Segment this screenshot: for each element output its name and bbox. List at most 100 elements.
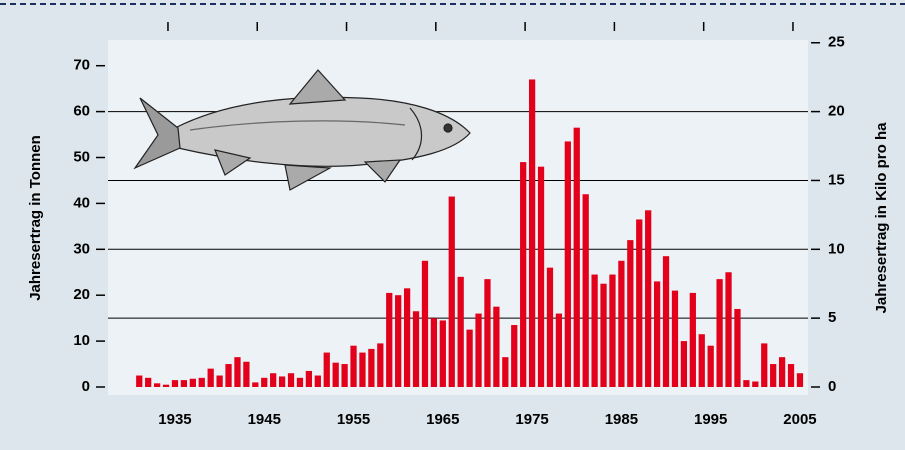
bar: [502, 357, 508, 387]
bar: [699, 334, 705, 387]
bar: [395, 295, 401, 387]
bar: [618, 261, 624, 387]
bar: [779, 357, 785, 387]
chart: Jahresertrag in Tonnen Jahresertrag in K…: [0, 0, 905, 450]
bar: [609, 275, 615, 387]
bar: [449, 197, 455, 387]
bar: [672, 291, 678, 387]
y-tick-label: 40: [73, 194, 90, 211]
bar: [556, 314, 562, 387]
bar: [752, 381, 758, 387]
bar: [297, 378, 303, 387]
y-tick-label: 60: [73, 103, 90, 120]
bar: [681, 341, 687, 387]
bar: [600, 284, 606, 387]
bar: [216, 376, 222, 387]
bar: [270, 373, 276, 387]
bar: [341, 364, 347, 387]
bar: [145, 378, 151, 387]
bar: [627, 240, 633, 387]
bar: [547, 268, 553, 387]
bar: [377, 343, 383, 387]
bar: [181, 380, 187, 387]
y-tick-label: 0: [82, 378, 90, 395]
x-tick-label: 1985: [605, 411, 638, 428]
bar: [725, 272, 731, 387]
bar: [279, 376, 285, 387]
y2-tick-label: 10: [828, 240, 845, 257]
y-tick-label: 10: [73, 332, 90, 349]
bar: [591, 275, 597, 387]
bar: [493, 307, 499, 387]
bar: [350, 346, 356, 387]
y-tick-label: 30: [73, 240, 90, 257]
bar: [538, 167, 544, 387]
bar: [154, 383, 160, 387]
y2-tick-label: 0: [828, 378, 836, 395]
bar: [458, 277, 464, 387]
x-tick-label: 1975: [515, 411, 548, 428]
x-tick-label: 2005: [783, 411, 816, 428]
x-tick-label: 1935: [158, 411, 191, 428]
bar: [404, 288, 410, 387]
bar: [466, 330, 472, 387]
bar: [243, 362, 249, 387]
bar: [422, 261, 428, 387]
x-tick-label: 1945: [248, 411, 281, 428]
bar: [440, 320, 446, 387]
bar: [645, 210, 651, 387]
bar: [359, 353, 365, 387]
y-axis-label: Jahresertrag in Tonnen: [27, 135, 44, 301]
bar: [225, 364, 231, 387]
bar: [252, 382, 258, 387]
bar: [199, 378, 205, 387]
bar: [654, 281, 660, 387]
y-tick-label: 70: [73, 57, 90, 74]
bar: [761, 343, 767, 387]
y-tick-label: 50: [73, 148, 90, 165]
bar: [431, 318, 437, 387]
bar: [315, 376, 321, 387]
bar: [511, 325, 517, 387]
y2-tick-label: 15: [828, 171, 845, 188]
y-tick-label: 20: [73, 286, 90, 303]
y2-axis-label: Jahresertrag in Kilo pro ha: [873, 122, 890, 314]
y2-tick-label: 20: [828, 103, 845, 120]
bar: [190, 379, 196, 387]
bar: [529, 79, 535, 387]
bar: [163, 385, 169, 387]
bar: [788, 364, 794, 387]
bar: [172, 380, 178, 387]
bar: [690, 293, 696, 387]
bar: [574, 128, 580, 387]
bar: [475, 314, 481, 387]
bar: [368, 349, 374, 387]
bar: [386, 293, 392, 387]
x-tick-label: 1965: [426, 411, 459, 428]
bar: [734, 309, 740, 387]
bar: [306, 371, 312, 387]
bar: [288, 373, 294, 387]
bar: [520, 162, 526, 387]
bar: [261, 378, 267, 387]
bar: [136, 376, 142, 387]
bar: [484, 279, 490, 387]
bar: [333, 363, 339, 387]
bar: [797, 373, 803, 387]
bar: [324, 353, 330, 387]
x-tick-label: 1995: [694, 411, 727, 428]
bar: [663, 256, 669, 387]
y2-tick-label: 25: [828, 34, 845, 51]
y2-tick-label: 5: [828, 309, 836, 326]
bar: [716, 279, 722, 387]
bar: [208, 369, 214, 387]
bar: [234, 357, 240, 387]
bar: [636, 219, 642, 387]
bar: [770, 364, 776, 387]
bar: [565, 141, 571, 387]
bar: [743, 380, 749, 387]
x-tick-label: 1955: [337, 411, 370, 428]
bar: [413, 311, 419, 387]
bar: [708, 346, 714, 387]
page: {"chart_data": {"type": "bar", "y_label"…: [0, 0, 905, 450]
